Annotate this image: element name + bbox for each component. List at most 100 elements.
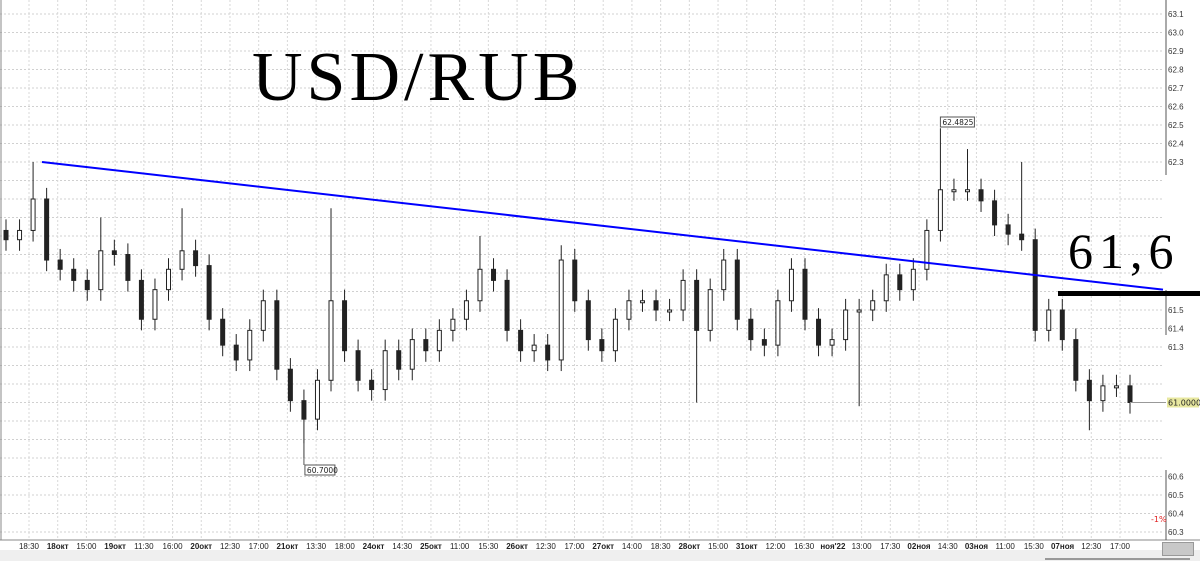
x-tick-label: 18:00 bbox=[335, 542, 356, 551]
candle-body bbox=[355, 350, 361, 381]
x-tick-label: 12:30 bbox=[1081, 542, 1102, 551]
y-tick-label: 62.7 bbox=[1168, 84, 1184, 93]
candle-body bbox=[856, 309, 862, 313]
x-tick-label: 12:30 bbox=[536, 542, 557, 551]
x-tick-label: 27окт bbox=[592, 542, 614, 551]
x-tick-label: ноя'22 bbox=[820, 542, 846, 551]
candle-body bbox=[30, 198, 36, 231]
candle-body bbox=[978, 189, 984, 202]
y-tick-label: 62.3 bbox=[1168, 158, 1184, 167]
candle-body bbox=[396, 350, 402, 370]
candle-body bbox=[1019, 233, 1025, 241]
candle-body bbox=[84, 279, 90, 291]
candle-body bbox=[1073, 339, 1079, 381]
bottom-panel bbox=[0, 550, 1200, 561]
y-tick-label: 61.5 bbox=[1168, 306, 1184, 315]
y-tick-label: 60.4 bbox=[1168, 510, 1184, 519]
candle-body bbox=[152, 289, 158, 320]
x-tick-label: 13:30 bbox=[306, 542, 327, 551]
scroll-thumb[interactable] bbox=[1162, 542, 1194, 556]
x-tick-label: 11:00 bbox=[450, 542, 470, 551]
candle-body bbox=[721, 259, 727, 291]
candle-body bbox=[694, 279, 700, 331]
horizontal-scrollbar[interactable] bbox=[1045, 558, 1190, 560]
x-tick-label: 18:30 bbox=[19, 542, 40, 551]
x-tick-label: 20окт bbox=[190, 542, 212, 551]
candle-body bbox=[558, 259, 564, 361]
x-tick-label: 17:30 bbox=[880, 542, 901, 551]
candle-body bbox=[450, 318, 456, 331]
candle-body bbox=[17, 229, 23, 241]
x-tick-label: 21окт bbox=[277, 542, 299, 551]
candle-body bbox=[761, 339, 767, 346]
x-tick-label: 13:00 bbox=[852, 542, 873, 551]
x-tick-label: 15:30 bbox=[478, 542, 499, 551]
candle-body bbox=[951, 189, 957, 193]
y-tick-label: 62.6 bbox=[1168, 103, 1184, 112]
candle-body bbox=[1113, 385, 1119, 389]
candle-body bbox=[748, 318, 754, 341]
x-tick-label: 03ноя bbox=[965, 542, 989, 551]
min-label: 60.7000 bbox=[307, 466, 338, 475]
candle-body bbox=[707, 289, 713, 331]
candle-body bbox=[572, 259, 578, 302]
candle-body bbox=[910, 268, 916, 291]
x-tick-label: 15:00 bbox=[76, 542, 97, 551]
x-tick-label: 18окт bbox=[47, 542, 69, 551]
candle-body bbox=[992, 200, 998, 226]
candle-body bbox=[788, 268, 794, 302]
candle-body bbox=[937, 189, 943, 231]
candle-body bbox=[287, 368, 293, 402]
candle-body bbox=[166, 268, 172, 291]
candle-body bbox=[328, 300, 334, 381]
candle-body bbox=[829, 339, 835, 346]
candle-body bbox=[301, 400, 307, 420]
y-tick-label: 61.3 bbox=[1168, 343, 1184, 352]
x-tick-label: 18:30 bbox=[651, 542, 672, 551]
x-tick-label: 25окт bbox=[420, 542, 442, 551]
max-label-box bbox=[939, 116, 975, 128]
candle-body bbox=[125, 254, 131, 281]
candle-body bbox=[653, 300, 659, 311]
x-tick-label: 24окт bbox=[363, 542, 385, 551]
candle-body bbox=[667, 309, 673, 313]
candle-body bbox=[206, 265, 212, 320]
candle-body bbox=[491, 268, 497, 281]
candle-body bbox=[518, 329, 524, 352]
candle-body bbox=[545, 344, 551, 361]
x-tick-label: 16:00 bbox=[163, 542, 184, 551]
candle-body bbox=[71, 268, 77, 281]
x-tick-label: 15:30 bbox=[1024, 542, 1045, 551]
candle-body bbox=[843, 309, 849, 341]
candle-body bbox=[233, 344, 239, 361]
candle-body bbox=[734, 259, 740, 320]
candle-body bbox=[274, 300, 280, 370]
candle-body bbox=[1032, 239, 1038, 331]
x-tick-label: 28окт bbox=[678, 542, 700, 551]
candle-body bbox=[1100, 385, 1106, 402]
percent-change-label: -1% bbox=[1151, 515, 1167, 524]
candle-body bbox=[1059, 309, 1065, 341]
candle-body bbox=[314, 379, 320, 420]
candle-body bbox=[111, 250, 117, 256]
candle-body bbox=[680, 279, 686, 311]
min-label-box bbox=[304, 464, 336, 476]
y-tick-label: 62.5 bbox=[1168, 121, 1184, 130]
candle-body bbox=[423, 339, 429, 352]
candle-body bbox=[193, 250, 199, 267]
x-tick-label: 11:00 bbox=[995, 542, 1015, 551]
candle-body bbox=[382, 350, 388, 391]
candle-body bbox=[816, 318, 822, 346]
y-tick-label: 60.6 bbox=[1168, 473, 1184, 482]
candle-body bbox=[639, 300, 645, 304]
x-tick-label: 16:30 bbox=[794, 542, 815, 551]
level-label: 61,6 bbox=[1068, 223, 1180, 279]
y-tick-label: 62.8 bbox=[1168, 66, 1184, 75]
candle-body bbox=[247, 329, 253, 361]
candle-body bbox=[964, 189, 970, 193]
y-tick-label: 62.9 bbox=[1168, 47, 1184, 56]
y-tick-label: 63.1 bbox=[1168, 10, 1184, 19]
candle-body bbox=[436, 329, 442, 352]
